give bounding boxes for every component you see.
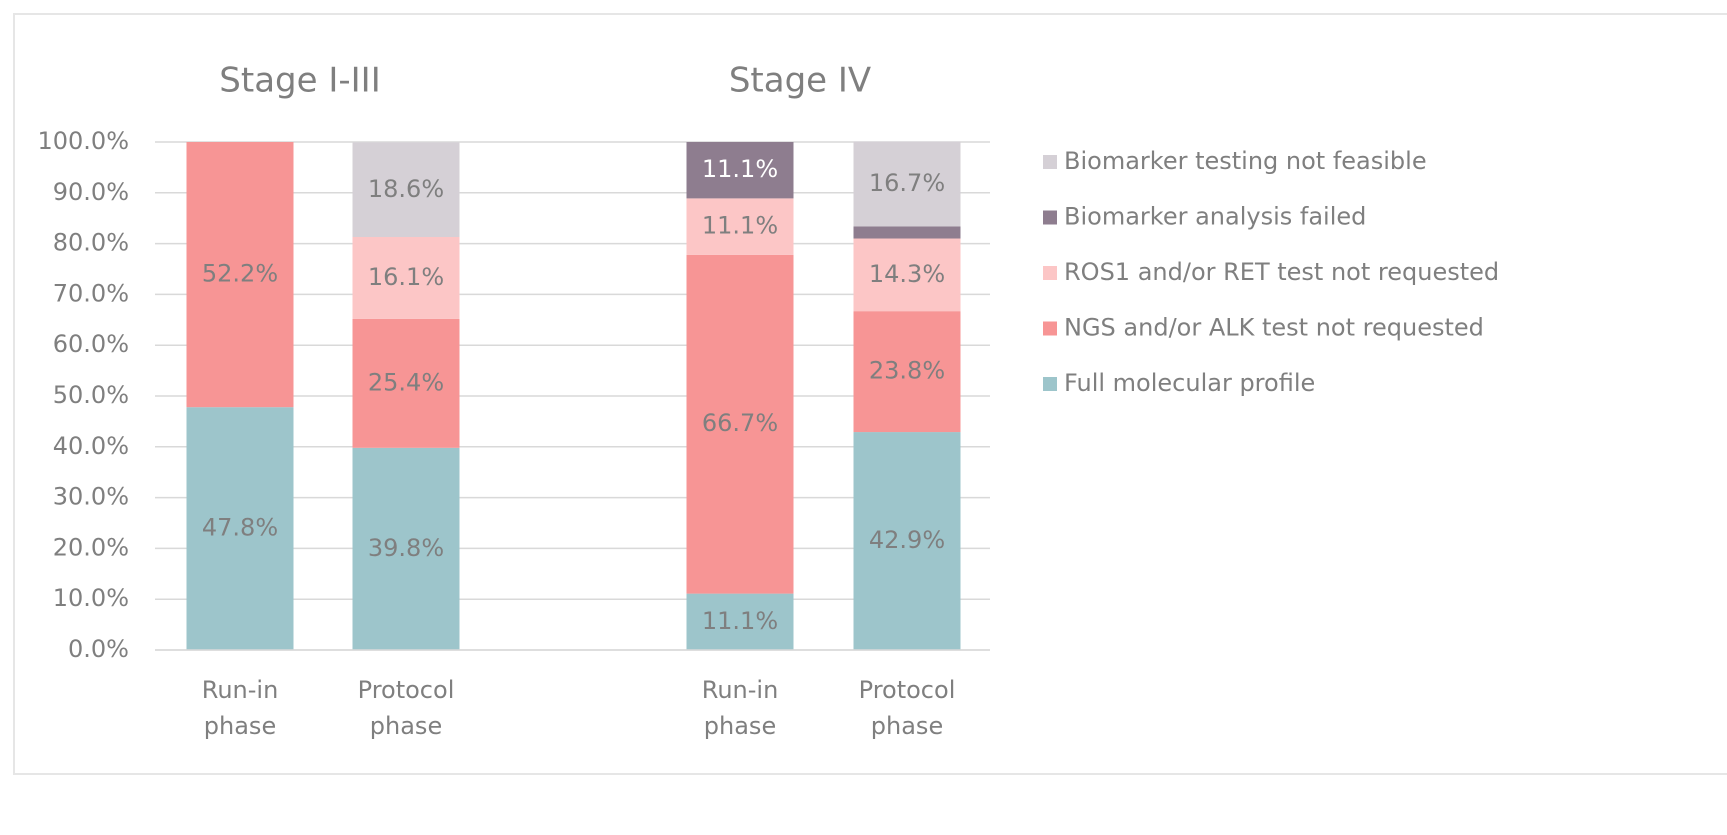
x-tick-label: Protocol phase [357,676,455,740]
bar-segment [853,311,961,433]
value-label: 47.8% [202,514,278,542]
y-tick-label: 30.0% [53,483,129,511]
bar-segment [853,226,961,239]
bar-segment [352,236,460,319]
value-label: 23.8% [869,357,945,385]
x-tick-label: Run-in phase [701,676,779,740]
y-tick-label: 80.0% [53,229,129,257]
y-tick-label: 60.0% [53,330,129,358]
legend-swatch [1043,155,1057,169]
legend-label: Biomarker analysis failed [1064,203,1366,231]
x-tick-label: Protocol phase [858,676,956,740]
bar-segment [853,238,961,312]
group-title: Stage IV [729,61,871,101]
frame [13,13,1727,775]
bar-segment [186,407,294,650]
value-label: 11.1% [702,212,778,240]
bar-segment [686,254,794,594]
bar-segment [686,198,794,255]
y-tick-label: 70.0% [53,279,129,307]
x-tick-label: Run-in phase [201,676,279,740]
value-label: 11.1% [702,607,778,635]
legend-swatch [1043,377,1057,391]
y-tick-label: 20.0% [53,533,129,561]
y-tick-label: 90.0% [53,178,129,206]
value-label: 25.4% [368,368,444,396]
legend-label: ROS1 and/or RET test not requested [1064,258,1499,286]
legend-swatch [1043,266,1057,280]
legend-label: NGS and/or ALK test not requested [1064,314,1484,342]
y-tick-label: 100.0% [37,127,129,155]
y-tick-label: 40.0% [53,432,129,460]
y-tick-label: 10.0% [53,584,129,612]
legend-swatch [1043,210,1057,225]
bar-segment [853,432,961,650]
legend-swatch [1043,321,1057,336]
bar-segment [686,593,794,650]
bar-segment [352,447,460,650]
value-label: 42.9% [869,526,945,554]
value-label: 16.1% [368,263,444,291]
value-label: 18.6% [368,175,444,203]
value-label: 11.1% [702,155,778,183]
bar-segment [352,318,460,448]
y-tick-label: 50.0% [53,381,129,409]
value-label: 66.7% [702,409,778,437]
bar-segment [186,142,294,408]
value-label: 39.8% [368,534,444,562]
legend-label: Biomarker testing not feasible [1064,147,1427,175]
value-label: 52.2% [202,260,278,288]
bar-segment [686,142,794,199]
bar-segment [352,142,460,237]
y-tick-label: 0.0% [68,635,129,663]
group-title: Stage I-III [219,61,380,101]
legend-label: Full molecular profile [1064,369,1315,397]
bar-segment [853,141,961,227]
value-label: 16.7% [869,169,945,197]
value-label: 14.3% [869,260,945,288]
